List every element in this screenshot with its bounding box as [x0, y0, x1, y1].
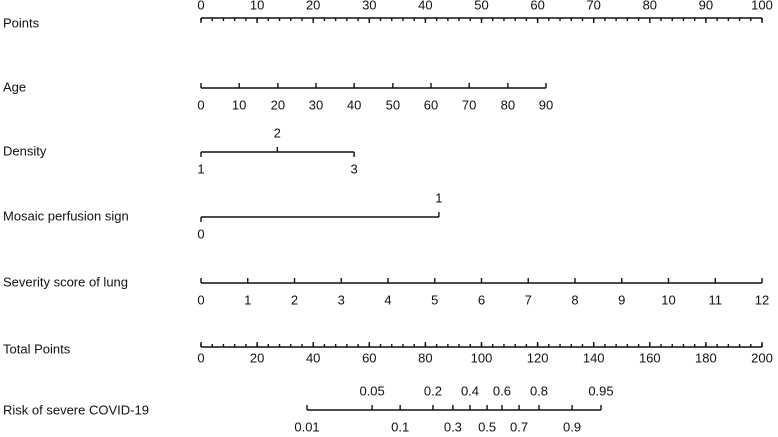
tick-label: 90 [539, 97, 553, 112]
tick-label: 20 [306, 0, 320, 12]
tick-label: 0.95 [588, 383, 613, 398]
tick-label: 60 [424, 97, 438, 112]
tick-label: 2 [274, 125, 281, 140]
tick-label: 80 [418, 350, 432, 365]
tick-label: 7 [525, 292, 532, 307]
row-label: Density [3, 143, 47, 158]
tick-label: 40 [306, 350, 320, 365]
tick-label: 160 [639, 350, 661, 365]
tick-label: 4 [384, 292, 391, 307]
tick-label: 70 [462, 97, 476, 112]
tick-label: 50 [386, 97, 400, 112]
tick-label: 1 [244, 292, 251, 307]
tick-label: 10 [661, 292, 675, 307]
tick-label: 200 [751, 350, 773, 365]
tick-label: 0.5 [478, 419, 496, 434]
tick-label: 0.8 [530, 383, 548, 398]
tick-label: 11 [709, 292, 723, 307]
tick-label: 0.05 [359, 383, 384, 398]
tick-label: 0 [197, 350, 204, 365]
tick-label: 6 [478, 292, 485, 307]
tick-label: 3 [351, 161, 358, 176]
tick-label: 0.1 [391, 419, 409, 434]
tick-label: 0.6 [493, 383, 511, 398]
tick-label: 20 [271, 97, 285, 112]
tick-label: 60 [530, 0, 544, 12]
tick-label: 40 [418, 0, 432, 12]
tick-label: 0.7 [510, 419, 528, 434]
tick-label: 0.2 [424, 383, 442, 398]
row-label: Age [3, 79, 26, 94]
tick-label: 100 [751, 0, 773, 12]
tick-label: 0.3 [444, 419, 462, 434]
tick-label: 80 [643, 0, 657, 12]
row-label: Mosaic perfusion sign [3, 208, 129, 223]
tick-label: 80 [501, 97, 515, 112]
tick-label: 90 [699, 0, 713, 12]
tick-label: 12 [755, 292, 769, 307]
tick-label: 70 [586, 0, 600, 12]
tick-label: 120 [527, 350, 549, 365]
tick-label: 1 [435, 190, 442, 205]
row-label: Total Points [3, 341, 71, 356]
tick-label: 3 [338, 292, 345, 307]
tick-label: 20 [250, 350, 264, 365]
tick-label: 9 [618, 292, 625, 307]
tick-label: 10 [232, 97, 246, 112]
tick-label: 0 [197, 292, 204, 307]
tick-label: 0.4 [461, 383, 479, 398]
tick-label: 60 [362, 350, 376, 365]
tick-label: 5 [431, 292, 438, 307]
tick-label: 0.9 [563, 419, 581, 434]
tick-label: 40 [347, 97, 361, 112]
tick-label: 30 [362, 0, 376, 12]
row-label: Severity score of lung [3, 274, 128, 289]
tick-label: 100 [471, 350, 493, 365]
tick-label: 0 [197, 226, 204, 241]
tick-label: 0.01 [294, 419, 319, 434]
tick-label: 1 [197, 161, 204, 176]
tick-label: 2 [291, 292, 298, 307]
tick-label: 0 [197, 0, 204, 12]
tick-label: 0 [197, 97, 204, 112]
row-label: Points [3, 15, 40, 30]
tick-label: 8 [571, 292, 578, 307]
row-label: Risk of severe COVID-19 [3, 402, 149, 417]
tick-label: 140 [583, 350, 605, 365]
tick-label: 10 [250, 0, 264, 12]
tick-label: 180 [695, 350, 717, 365]
tick-label: 30 [309, 97, 323, 112]
tick-label: 50 [474, 0, 488, 12]
